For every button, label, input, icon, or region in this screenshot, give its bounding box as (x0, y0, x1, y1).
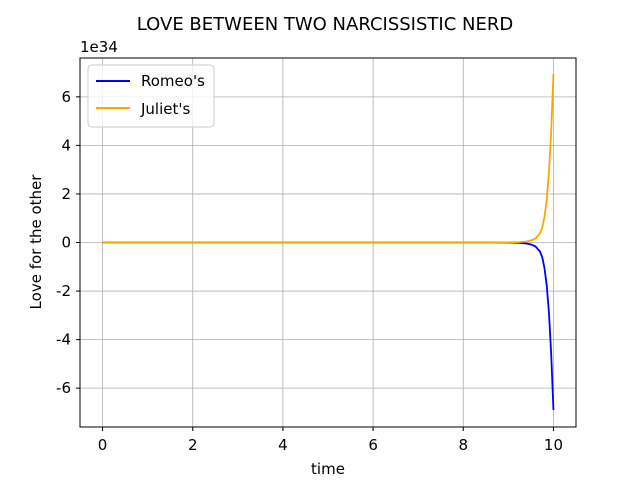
y-axis-ticks: -6 -4 -2 0 2 4 6 (56, 88, 80, 397)
y-tick-label: -6 (56, 379, 71, 397)
legend: Romeo's Juliet's (87, 64, 215, 128)
y-axis-label: Love for the other (27, 174, 45, 310)
y-tick-label: 0 (61, 234, 71, 252)
series-line-juliet-s (102, 73, 555, 244)
y-tick-label: -4 (56, 331, 71, 349)
y-tick-label: 6 (61, 88, 71, 106)
y-offset-text: 1e34 (80, 38, 118, 56)
legend-label-romeo: Romeo's (141, 72, 205, 90)
x-tick-label: 10 (544, 436, 563, 454)
x-tick-label: 6 (368, 436, 378, 454)
x-tick-label: 4 (278, 436, 288, 454)
y-tick-label: 4 (61, 136, 71, 154)
series-lines (102, 73, 555, 411)
y-tick-label: -2 (56, 282, 71, 300)
x-axis-label: time (311, 460, 345, 478)
x-tick-label: 2 (188, 436, 198, 454)
legend-label-juliet: Juliet's (140, 100, 190, 118)
x-tick-label: 8 (458, 436, 468, 454)
chart-title: LOVE BETWEEN TWO NARCISSISTIC NERD (137, 14, 513, 35)
y-tick-label: 2 (61, 185, 71, 203)
x-tick-label: 0 (98, 436, 108, 454)
x-axis-ticks: 0 2 4 6 8 10 (98, 427, 563, 454)
